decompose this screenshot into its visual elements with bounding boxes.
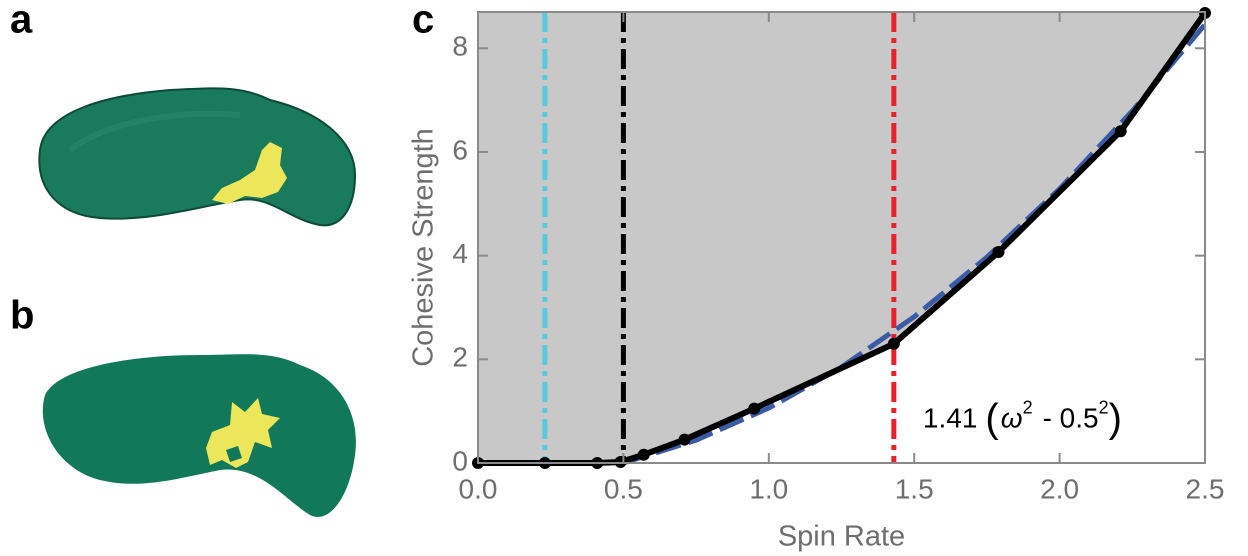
y-tick-label: 4 xyxy=(452,238,468,269)
data-point xyxy=(678,433,691,446)
x-tick-label: 0.5 xyxy=(604,473,643,504)
y-tick-label: 6 xyxy=(452,134,468,165)
x-tick-label: 1.5 xyxy=(895,473,934,504)
panel-label: c xyxy=(412,0,434,42)
data-point xyxy=(748,402,761,415)
annotation-part: 2 xyxy=(1023,397,1033,417)
y-tick-label: 0 xyxy=(452,445,468,476)
panel-label: b xyxy=(10,294,34,338)
annotation-part: ω xyxy=(1001,403,1023,434)
plot-frame xyxy=(477,11,1206,464)
annotation-part: 2 xyxy=(1099,397,1109,417)
fit-curve xyxy=(622,22,1207,466)
annotation-part: 1.41 xyxy=(923,403,978,434)
data-point xyxy=(1114,125,1127,138)
x-tick-label: 2.0 xyxy=(1040,473,1079,504)
x-tick-label: 1.0 xyxy=(749,473,788,504)
asteroid-2d xyxy=(42,354,356,517)
x-axis-label: Spin Rate xyxy=(778,521,905,553)
data-point xyxy=(614,455,627,468)
annotation-part: ) xyxy=(1109,396,1122,440)
y-tick-label: 2 xyxy=(452,342,468,373)
annotation: 1.41 (ω2- 0.52) xyxy=(923,396,1122,440)
y-tick-label: 8 xyxy=(452,31,468,62)
asteroid-3d xyxy=(38,87,357,227)
x-tick-label: 0.0 xyxy=(459,473,498,504)
data-point xyxy=(637,448,650,461)
data-point xyxy=(887,337,900,350)
panel-label: a xyxy=(10,0,33,42)
data-point xyxy=(992,246,1005,259)
unstable-region xyxy=(478,12,1205,463)
annotation-part: ( xyxy=(985,396,999,440)
y-axis-label: Cohesive Strength xyxy=(408,128,440,367)
annotation-part: - 0.5 xyxy=(1043,403,1099,434)
x-tick-label: 2.5 xyxy=(1186,473,1225,504)
